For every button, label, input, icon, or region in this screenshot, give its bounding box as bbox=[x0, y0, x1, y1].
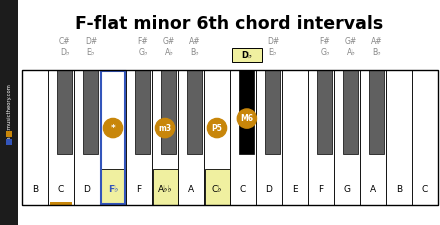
Text: C: C bbox=[422, 185, 428, 194]
Text: D: D bbox=[84, 185, 91, 194]
Text: *: * bbox=[110, 124, 115, 133]
Bar bbox=[161, 70, 176, 154]
Bar bbox=[126, 70, 152, 205]
Text: P5: P5 bbox=[212, 124, 223, 133]
Bar bbox=[153, 169, 177, 205]
Circle shape bbox=[237, 109, 257, 128]
Text: M6: M6 bbox=[240, 114, 253, 123]
Text: G♭: G♭ bbox=[138, 47, 148, 56]
Bar bbox=[6, 131, 12, 137]
Text: F#: F# bbox=[138, 36, 148, 45]
Bar bbox=[50, 202, 72, 206]
Bar bbox=[74, 70, 100, 205]
Text: G♭: G♭ bbox=[320, 47, 330, 56]
Text: D#: D# bbox=[267, 36, 279, 45]
Text: C: C bbox=[240, 185, 246, 194]
Text: A♭: A♭ bbox=[165, 47, 173, 56]
Text: G: G bbox=[344, 185, 351, 194]
Text: D#: D# bbox=[85, 36, 97, 45]
Text: F#: F# bbox=[319, 36, 330, 45]
Text: C#: C# bbox=[59, 36, 71, 45]
Bar bbox=[6, 139, 12, 145]
Bar bbox=[205, 169, 230, 205]
Bar bbox=[317, 70, 333, 154]
Bar bbox=[22, 70, 48, 205]
Text: A♭: A♭ bbox=[346, 47, 356, 56]
Bar bbox=[100, 70, 126, 205]
Circle shape bbox=[103, 118, 123, 138]
Bar bbox=[343, 70, 359, 154]
Text: B♭: B♭ bbox=[373, 47, 381, 56]
Text: E♭: E♭ bbox=[269, 47, 277, 56]
Bar bbox=[239, 70, 254, 154]
Bar bbox=[308, 70, 334, 205]
Text: B: B bbox=[396, 185, 402, 194]
Bar bbox=[204, 70, 230, 205]
Bar bbox=[256, 70, 282, 205]
Bar bbox=[334, 70, 360, 205]
Bar bbox=[83, 70, 99, 154]
Text: G#: G# bbox=[163, 36, 175, 45]
Bar bbox=[136, 70, 150, 154]
Text: F-flat minor 6th chord intervals: F-flat minor 6th chord intervals bbox=[75, 15, 383, 33]
Text: A: A bbox=[188, 185, 194, 194]
Circle shape bbox=[207, 118, 227, 138]
Text: A#: A# bbox=[189, 36, 201, 45]
Bar bbox=[178, 70, 204, 205]
Text: G#: G# bbox=[345, 36, 357, 45]
Bar bbox=[386, 70, 412, 205]
Bar bbox=[230, 70, 256, 205]
Text: C: C bbox=[58, 185, 64, 194]
Bar bbox=[265, 70, 280, 154]
Bar bbox=[152, 70, 178, 205]
Text: C♭: C♭ bbox=[212, 185, 222, 194]
Text: F: F bbox=[319, 185, 323, 194]
Text: A#: A# bbox=[371, 36, 383, 45]
Bar bbox=[0, 0, 18, 225]
Text: D: D bbox=[266, 185, 272, 194]
Circle shape bbox=[155, 118, 175, 138]
Text: m3: m3 bbox=[158, 124, 172, 133]
Bar bbox=[22, 70, 438, 205]
Bar bbox=[360, 70, 386, 205]
Bar bbox=[57, 70, 73, 154]
Text: basicmusictheory.com: basicmusictheory.com bbox=[7, 83, 11, 142]
Text: A♭♭: A♭♭ bbox=[158, 185, 172, 194]
Text: F: F bbox=[136, 185, 142, 194]
Bar bbox=[101, 71, 125, 204]
Bar bbox=[282, 70, 308, 205]
Bar bbox=[369, 70, 385, 154]
Bar bbox=[412, 70, 438, 205]
Text: B: B bbox=[32, 185, 38, 194]
Bar bbox=[232, 48, 262, 62]
Bar bbox=[100, 169, 125, 205]
Bar bbox=[48, 70, 74, 205]
Text: B♭: B♭ bbox=[191, 47, 199, 56]
Text: D♭: D♭ bbox=[60, 47, 70, 56]
Bar bbox=[187, 70, 202, 154]
Text: D♭: D♭ bbox=[242, 50, 253, 59]
Text: E♭: E♭ bbox=[87, 47, 95, 56]
Text: F♭: F♭ bbox=[108, 185, 118, 194]
Text: A: A bbox=[370, 185, 376, 194]
Text: E: E bbox=[292, 185, 298, 194]
